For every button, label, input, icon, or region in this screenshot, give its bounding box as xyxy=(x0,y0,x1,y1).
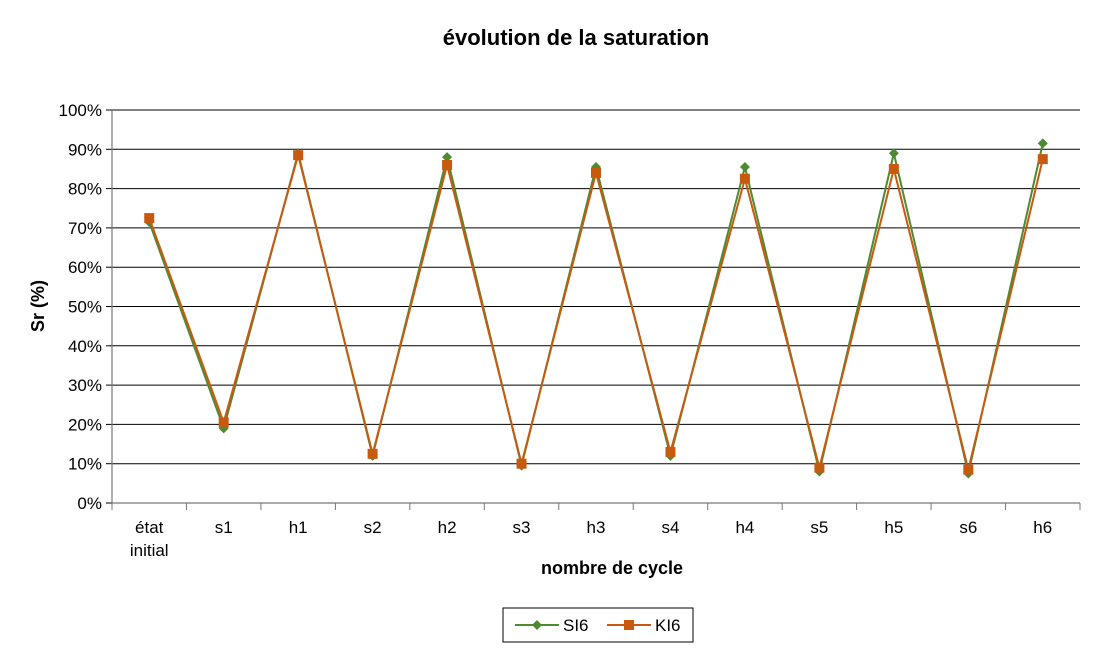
y-axis-title: Sr (%) xyxy=(28,280,48,332)
data-point-si6 xyxy=(442,152,453,163)
x-tick-label: s4 xyxy=(661,518,679,537)
data-point-ki6 xyxy=(144,213,155,224)
x-tick-label: s6 xyxy=(959,518,977,537)
y-tick-label: 80% xyxy=(68,180,102,199)
y-tick-label: 50% xyxy=(68,298,102,317)
x-tick-label: h4 xyxy=(735,518,754,537)
x-tick-label: h3 xyxy=(587,518,606,537)
chart-title: évolution de la saturation xyxy=(443,25,709,50)
y-tick-label: 100% xyxy=(59,101,102,120)
legend-label-ki6: KI6 xyxy=(655,616,681,635)
data-point-ki6 xyxy=(963,464,974,475)
x-tick-label: s5 xyxy=(810,518,828,537)
y-tick-label: 10% xyxy=(68,455,102,474)
x-tick-label: initial xyxy=(130,541,169,560)
data-point-si6 xyxy=(888,148,899,159)
y-tick-label: 60% xyxy=(68,258,102,277)
data-point-si6 xyxy=(1037,138,1048,149)
data-point-ki6 xyxy=(442,160,453,171)
legend-label-si6: SI6 xyxy=(563,616,589,635)
y-tick-label: 40% xyxy=(68,337,102,356)
x-tick-label: état xyxy=(135,518,164,537)
series-line-ki6 xyxy=(148,151,1044,470)
data-point-ki6 xyxy=(1037,154,1048,165)
data-point-ki6 xyxy=(739,173,750,184)
data-point-ki6 xyxy=(218,417,229,428)
legend: SI6 KI6 xyxy=(502,607,694,643)
data-point-ki6 xyxy=(516,458,527,469)
data-point-ki6 xyxy=(293,150,304,161)
legend-marker-si6 xyxy=(532,620,542,630)
y-tick-label: 20% xyxy=(68,415,102,434)
data-point-ki6 xyxy=(888,163,899,174)
x-tick-label: h2 xyxy=(438,518,457,537)
x-axis-title: nombre de cycle xyxy=(541,558,683,578)
y-tick-label: 0% xyxy=(77,494,102,513)
data-point-ki6 xyxy=(367,448,378,459)
x-tick-label: h6 xyxy=(1033,518,1052,537)
data-point-ki6 xyxy=(591,167,601,178)
y-tick-label: 90% xyxy=(68,140,102,159)
x-tick-label: s1 xyxy=(215,518,233,537)
data-point-ki6 xyxy=(814,462,825,473)
x-tick-label: s2 xyxy=(364,518,382,537)
y-tick-label: 70% xyxy=(68,219,102,238)
legend-marker-ki6 xyxy=(624,620,634,630)
data-point-si6 xyxy=(739,161,750,172)
data-point-ki6 xyxy=(665,446,676,457)
plot-area: 0% 10% 20% 30% 40% 50% 60% 70% 80% 90% 100% état ini… xyxy=(59,101,1081,560)
x-tick-label: s3 xyxy=(513,518,531,537)
x-tick-label: h1 xyxy=(289,518,308,537)
x-tick-label: h5 xyxy=(884,518,903,537)
y-tick-label: 30% xyxy=(68,376,102,395)
